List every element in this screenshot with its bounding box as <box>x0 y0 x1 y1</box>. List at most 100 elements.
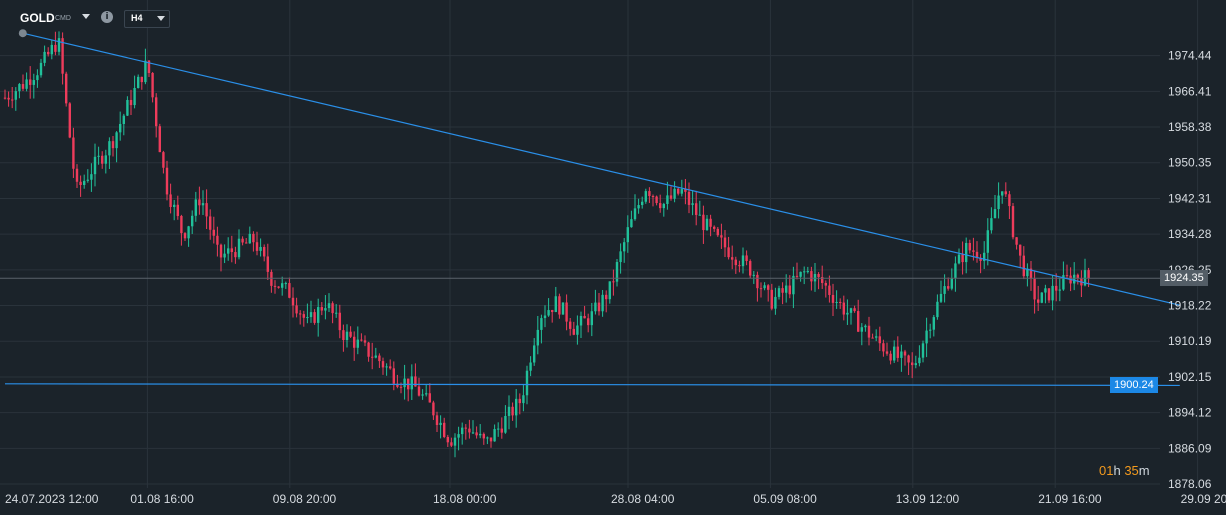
candle-body <box>540 318 543 330</box>
candle-body <box>140 76 143 83</box>
candle-body <box>295 305 298 314</box>
candle-body <box>227 248 230 254</box>
candle-body <box>878 336 881 344</box>
price-tick-label: 1958.38 <box>1168 120 1212 134</box>
candle-body <box>284 283 287 285</box>
candle-body <box>57 38 61 52</box>
candle-body <box>7 97 10 100</box>
symbol-label[interactable]: GOLD <box>20 11 55 25</box>
candle-body <box>119 123 122 133</box>
time-tick-label: 13.09 12:00 <box>896 492 960 506</box>
candle-body <box>705 218 709 231</box>
level-price-tag[interactable]: 1900.24 <box>1110 377 1158 394</box>
current-price-tag: 1924.35 <box>1160 270 1208 287</box>
candle-body <box>468 428 471 433</box>
candle-body <box>461 427 464 435</box>
candle-body <box>1022 255 1025 277</box>
candle-body <box>572 328 575 335</box>
candle-body <box>612 281 615 283</box>
candle-body <box>489 437 493 442</box>
candle-body <box>273 285 277 287</box>
candle-body <box>471 432 475 434</box>
candle-body <box>824 282 827 286</box>
candle-body <box>554 296 557 313</box>
candle-body <box>662 203 665 209</box>
candle-body <box>234 252 237 258</box>
candle-body <box>173 204 176 207</box>
candle-body <box>83 180 86 185</box>
candle-body <box>608 281 611 300</box>
candle-body <box>417 386 421 396</box>
candle-body <box>36 75 39 81</box>
candle-body <box>759 288 763 290</box>
candle-body <box>245 242 248 244</box>
candle-body <box>918 357 921 364</box>
info-icon[interactable]: i <box>101 11 113 23</box>
candle-body <box>889 353 892 361</box>
candle-body <box>151 72 154 98</box>
candle-body <box>965 242 968 263</box>
candle-body <box>853 308 856 312</box>
candle-body <box>104 155 107 164</box>
candle-body <box>551 310 554 313</box>
candle-body <box>79 181 82 185</box>
candle-body <box>421 394 424 396</box>
candle-body <box>810 271 813 282</box>
candle-body <box>767 285 770 290</box>
timeframe-select[interactable]: H4 <box>124 10 170 28</box>
candle-body <box>302 314 305 318</box>
trend-lines[interactable] <box>0 29 1180 387</box>
candle-body <box>428 393 431 403</box>
candle-body <box>594 302 597 312</box>
candle-body <box>1076 274 1079 279</box>
candle-body <box>504 415 507 433</box>
candle-body <box>896 346 899 358</box>
candle-body <box>90 174 93 180</box>
candle-body <box>565 302 568 322</box>
candle-body <box>587 318 590 326</box>
candle-body <box>799 271 802 277</box>
candle-body <box>435 415 439 425</box>
candle-body <box>943 286 946 294</box>
candle-body <box>1001 191 1004 196</box>
candle-body <box>169 194 172 207</box>
candle-body <box>86 179 89 181</box>
candle-body <box>533 345 536 363</box>
time-tick-label: 05.09 08:00 <box>753 492 817 506</box>
candle-body <box>713 226 716 229</box>
candle-body <box>716 228 719 236</box>
candle-body <box>144 60 147 83</box>
candle-body <box>212 229 215 236</box>
candle-body <box>108 141 111 156</box>
candle-body <box>259 246 262 251</box>
candle-body <box>54 44 57 52</box>
candle-body <box>885 351 889 354</box>
candle-body <box>1026 268 1029 277</box>
candle-body <box>929 329 932 331</box>
candle-body <box>997 195 1000 210</box>
candle-body <box>50 44 53 55</box>
candle-body <box>378 355 381 362</box>
symbol-chevron-down-icon[interactable] <box>82 14 90 19</box>
candle-body <box>932 317 935 330</box>
candle-body <box>493 429 496 442</box>
candle-body <box>749 261 752 276</box>
candle-body <box>270 271 273 286</box>
candle-body <box>986 230 989 253</box>
candle-body <box>18 84 21 92</box>
timer-minutes-unit: m <box>1138 463 1150 478</box>
candle-body <box>882 343 885 352</box>
candle-body <box>47 51 50 55</box>
candle-body <box>731 257 734 260</box>
candle-body <box>1087 270 1090 279</box>
time-tick-label: 01.08 16:00 <box>130 492 194 506</box>
candle-body <box>630 219 633 228</box>
grid <box>0 0 1199 488</box>
candle-body <box>515 398 518 416</box>
candle-body <box>3 97 7 99</box>
candle-body <box>522 395 525 404</box>
candle-body <box>29 79 32 85</box>
candle-body <box>1073 274 1076 284</box>
candle-body <box>129 99 133 106</box>
